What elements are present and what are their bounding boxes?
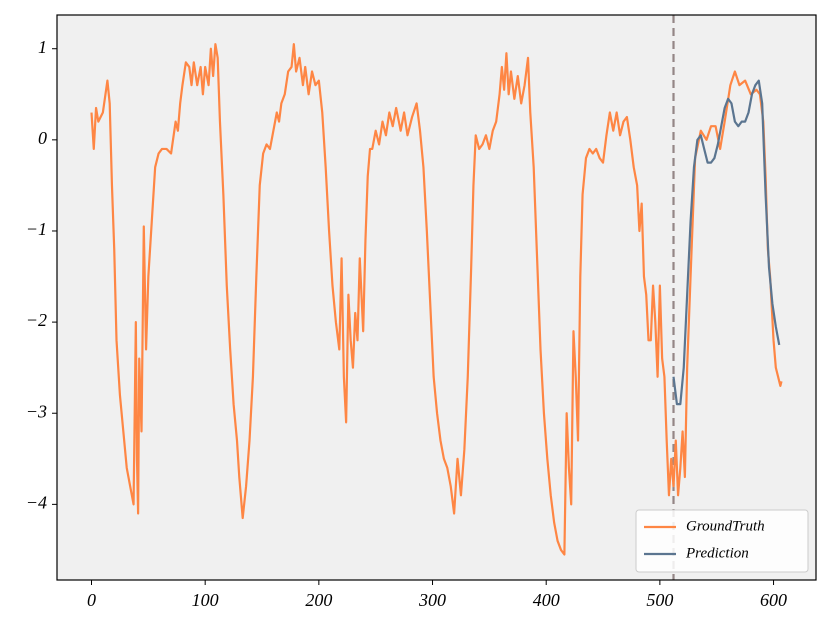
x-tick-label: 100 (192, 590, 219, 610)
y-tick-label: 1 (38, 37, 47, 57)
x-tick-label: 600 (760, 590, 787, 610)
legend-label: Prediction (685, 545, 749, 561)
series-line (90, 43, 783, 556)
y-tick-label: −4 (26, 492, 47, 512)
x-tick-label: 300 (418, 590, 446, 610)
x-tick-label: 200 (305, 590, 332, 610)
legend-box (635, 509, 809, 573)
plot-area (57, 15, 816, 580)
x-tick-label: 400 (533, 590, 560, 610)
legend-label: GroundTruth (686, 518, 765, 534)
frame (56, 14, 817, 581)
y-tick-label: −2 (26, 310, 47, 330)
x-tick-label: 500 (646, 590, 673, 610)
series-line (672, 79, 781, 406)
y-tick-label: −1 (26, 219, 47, 239)
y-tick-label: −3 (26, 401, 47, 421)
y-tick-label: 0 (38, 128, 47, 148)
x-tick-label: 0 (87, 590, 96, 610)
